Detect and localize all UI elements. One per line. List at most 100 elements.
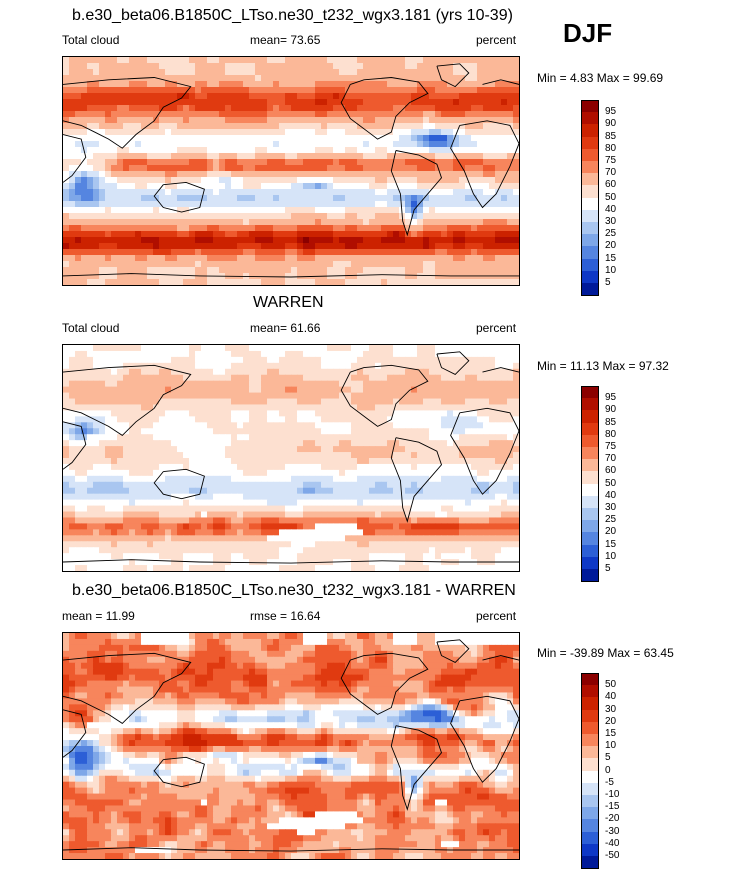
colorbar-swatch <box>581 124 599 138</box>
colorbar-swatch <box>581 148 599 162</box>
colorbar-tick-label: 50 <box>605 477 617 489</box>
coastline-2 <box>450 120 519 209</box>
panel-3-left-label: mean = 11.99 <box>62 609 135 623</box>
colorbar-tick-label: 90 <box>605 118 617 130</box>
panel-1-left-label: Total cloud <box>62 33 120 47</box>
colorbar-tick-label: -20 <box>605 813 620 825</box>
colorbar-swatch <box>581 843 599 857</box>
colorbar-tick-label: -30 <box>605 825 620 837</box>
panel-2-title: WARREN <box>253 294 324 311</box>
colorbar-tick-label: 5 <box>605 277 611 288</box>
colorbar-swatch <box>581 112 599 125</box>
colorbar-swatch <box>581 569 599 582</box>
panel-1-title: b.e30_beta06.B1850C_LTso.ne30_t232_wgx3.… <box>72 7 513 24</box>
coastline-3 <box>63 709 87 758</box>
panel-1-colorbar: 95 90 85 80 75 70 60 50 40 30 25 20 15 10 5 <box>581 100 631 296</box>
colorbar-swatch <box>581 270 599 284</box>
coastline-1 <box>390 437 443 523</box>
panel-3-map <box>62 632 520 860</box>
colorbar-tick-label: 10 <box>605 550 617 562</box>
panel-2-left-label: Total cloud <box>62 321 120 335</box>
panel-1-minmax: Min = 4.83 Max = 99.69 <box>537 71 664 85</box>
colorbar-tick-label: 95 <box>605 392 617 404</box>
colorbar-tick-label: 40 <box>605 691 617 703</box>
coastline-2 <box>450 695 519 783</box>
colorbar-swatch <box>581 209 599 223</box>
colorbar-swatch <box>581 185 599 199</box>
colorbar-swatch <box>581 721 599 735</box>
coastline-7 <box>436 63 470 88</box>
coastline-3 <box>63 134 87 183</box>
panel-2-colorbar: 95 90 85 80 75 70 60 50 40 30 25 20 15 10 5 <box>581 386 631 582</box>
colorbar-tick-label: 95 <box>605 106 617 118</box>
coastline-0 <box>340 364 429 427</box>
colorbar-swatch <box>581 434 599 448</box>
colorbar-tick-label: 20 <box>605 715 617 727</box>
colorbar-swatch <box>581 283 599 296</box>
colorbar-tick-label: 15 <box>605 252 617 264</box>
colorbar-swatch <box>581 447 599 460</box>
panel-2-field-svg <box>63 345 519 571</box>
panel-3-field-cells <box>63 633 519 859</box>
colorbar-tick-label: 10 <box>605 740 617 752</box>
panel-2-coastlines <box>63 351 519 564</box>
coastline-8 <box>63 273 519 278</box>
colorbar-tick-label: 25 <box>605 514 617 526</box>
colorbar-tick-label: 50 <box>605 679 617 691</box>
panel-2-map <box>62 344 520 572</box>
colorbar-swatch <box>581 173 599 186</box>
season-label: DJF <box>563 18 613 48</box>
colorbar-swatch <box>581 770 599 784</box>
colorbar-swatch <box>581 746 599 759</box>
colorbar-tick-label: 75 <box>605 155 617 166</box>
colorbar-tick-label: 20 <box>605 526 617 538</box>
coastline-5 <box>482 79 519 85</box>
panel-3-units: percent <box>476 609 517 623</box>
colorbar-swatch <box>581 100 599 113</box>
colorbar-swatch <box>581 495 599 509</box>
colorbar-tick-label: 40 <box>605 489 617 501</box>
colorbar-swatch <box>581 795 599 808</box>
coastline-1 <box>390 725 443 811</box>
colorbar-swatch <box>581 544 599 558</box>
colorbar-tick-label: 50 <box>605 191 617 203</box>
coastline-3 <box>63 421 87 470</box>
colorbar-tick-label: -15 <box>605 801 620 813</box>
colorbar-tick-label: 10 <box>605 264 617 276</box>
coastline-2 <box>450 407 519 495</box>
coastline-6 <box>153 181 205 213</box>
panel-1-field-cells <box>63 57 519 285</box>
colorbar-swatch <box>581 471 599 485</box>
colorbar-tick-label: 30 <box>605 703 617 715</box>
colorbar-tick-label: -50 <box>605 850 620 861</box>
panel-3-title: b.e30_beta06.B1850C_LTso.ne30_t232_wgx3.… <box>72 582 516 599</box>
coastline-4 <box>63 77 192 149</box>
colorbar-swatch <box>581 807 599 820</box>
coastline-4 <box>63 652 192 724</box>
colorbar-tick-label: 80 <box>605 428 617 440</box>
colorbar-tick-label: 90 <box>605 404 617 416</box>
coastline-8 <box>63 847 519 852</box>
panel-1-units: percent <box>476 33 517 47</box>
coastline-7 <box>436 351 470 375</box>
colorbar-swatch <box>581 483 599 497</box>
panel-1-coastlines <box>63 63 519 278</box>
colorbar-swatch <box>581 520 599 533</box>
colorbar-tick-label: 5 <box>605 752 611 764</box>
coastline-4 <box>63 364 192 436</box>
colorbar-swatch <box>581 782 599 796</box>
colorbar-swatch <box>581 685 599 698</box>
colorbar-swatch <box>581 234 599 247</box>
panel-3-minmax: Min = -39.89 Max = 63.45 <box>537 646 674 660</box>
colorbar-swatch <box>581 398 599 411</box>
colorbar-swatch <box>581 422 599 436</box>
panel-2-center-label: mean= 61.66 <box>250 321 321 335</box>
coastline-0 <box>340 652 429 715</box>
panel-3-colorbar: 50 40 30 20 15 10 5 0 -5 -10 -15 -20 -30 -40 -50 <box>581 673 631 869</box>
colorbar-tick-label: -5 <box>605 776 614 788</box>
colorbar-tick-label: -40 <box>605 837 620 849</box>
colorbar-tick-label: 0 <box>605 764 611 776</box>
colorbar-swatch <box>581 831 599 845</box>
colorbar-swatch <box>581 246 599 260</box>
colorbar-tick-label: 80 <box>605 142 617 154</box>
